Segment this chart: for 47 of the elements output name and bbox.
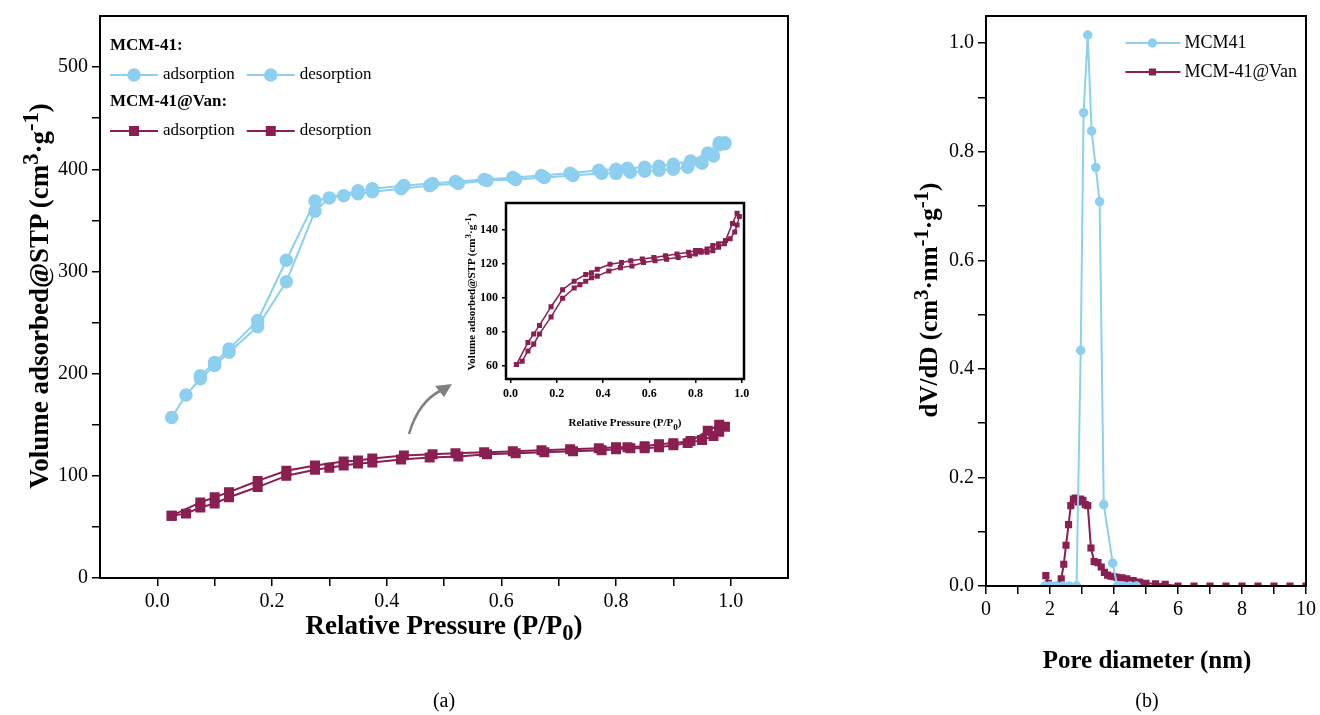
- x-tick-label: 4: [1109, 597, 1119, 620]
- annotation: MCM-41@Van:: [110, 91, 228, 111]
- x-tick-label: 0.2: [259, 589, 285, 612]
- annotation: MCM-41:: [110, 35, 183, 55]
- x-tick-label: 2: [1045, 597, 1055, 620]
- x-tick-label: 0.4: [595, 386, 611, 401]
- x-tick-label: 10: [1296, 597, 1316, 620]
- x-axis-title: Relative Pressure (P/P$_{0}$): [568, 416, 682, 432]
- legend-label: desorption: [299, 64, 373, 84]
- x-axis-title: Pore diameter (nm): [1042, 646, 1252, 674]
- text: (a): [432, 688, 456, 712]
- y-tick-label: 0.6: [949, 247, 974, 270]
- x-tick-label: 0.6: [641, 386, 657, 401]
- x-tick-label: 1.0: [734, 386, 750, 401]
- y-tick-label: 120: [480, 256, 498, 271]
- x-tick-label: 0: [981, 597, 991, 620]
- text: (b): [1135, 688, 1159, 712]
- y-tick-label: 0.8: [949, 138, 974, 161]
- y-tick-label: 300: [58, 258, 88, 281]
- y-tick-label: 1.0: [949, 30, 974, 53]
- y-tick-label: 100: [480, 290, 498, 305]
- x-tick-label: 0.0: [144, 589, 170, 612]
- legend-label: desorption: [299, 120, 373, 140]
- x-tick-label: 1.0: [718, 589, 744, 612]
- legend-label: adsorption: [163, 64, 236, 84]
- x-tick-label: 8: [1237, 597, 1247, 620]
- y-tick-label: 100: [58, 463, 88, 486]
- y-tick-label: 0.0: [949, 573, 974, 596]
- y-tick-label: 400: [58, 156, 88, 179]
- y-tick-label: 60: [486, 358, 498, 373]
- x-axis-title: Relative Pressure (P/P$_{0}$): [305, 609, 583, 647]
- x-tick-label: 0.8: [687, 386, 703, 401]
- y-tick-label: 200: [58, 360, 88, 383]
- y-tick-label: 500: [58, 54, 88, 77]
- y-tick-label: 80: [486, 324, 498, 339]
- x-tick-label: 6: [1173, 597, 1183, 620]
- y-tick-label: 0.4: [949, 356, 974, 379]
- y-tick-label: 140: [480, 222, 498, 237]
- legend-label: MCM-41@Van: [1184, 60, 1298, 81]
- x-tick-label: 0.4: [374, 589, 400, 612]
- x-tick-label: 0.8: [603, 589, 629, 612]
- x-tick-label: 0.0: [503, 386, 519, 401]
- x-tick-label: 0.2: [549, 386, 565, 401]
- legend-label: MCM41: [1184, 31, 1247, 52]
- legend-label: adsorption: [163, 120, 236, 140]
- y-tick-label: 0.2: [949, 464, 974, 487]
- y-tick-label: 0: [78, 565, 88, 588]
